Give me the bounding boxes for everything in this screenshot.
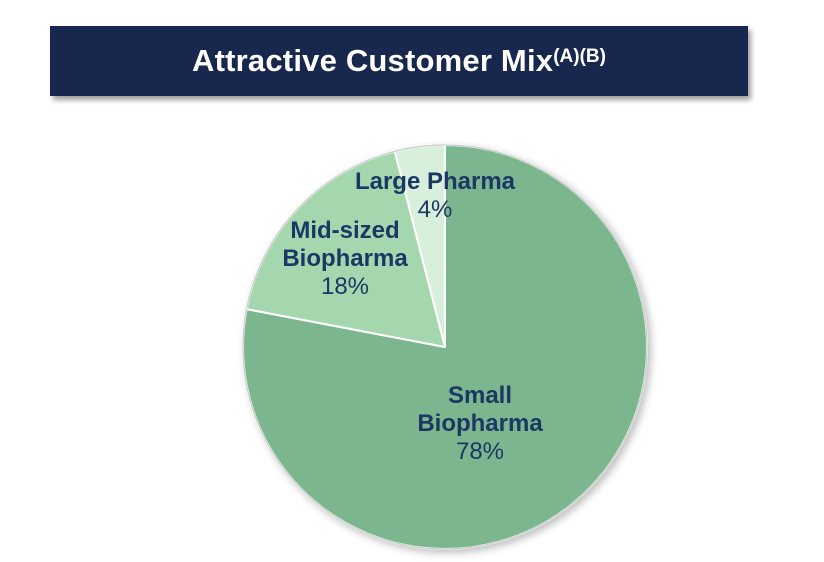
pie-chart-svg	[242, 144, 648, 550]
page-title-text: Attractive Customer Mix	[192, 43, 554, 78]
page-title-superscript: (A)(B)	[553, 46, 606, 67]
title-bar: Attractive Customer Mix(A)(B)	[50, 26, 748, 96]
page-title: Attractive Customer Mix(A)(B)	[192, 43, 606, 79]
pie-chart	[233, 135, 657, 559]
pie-outline	[242, 144, 648, 550]
